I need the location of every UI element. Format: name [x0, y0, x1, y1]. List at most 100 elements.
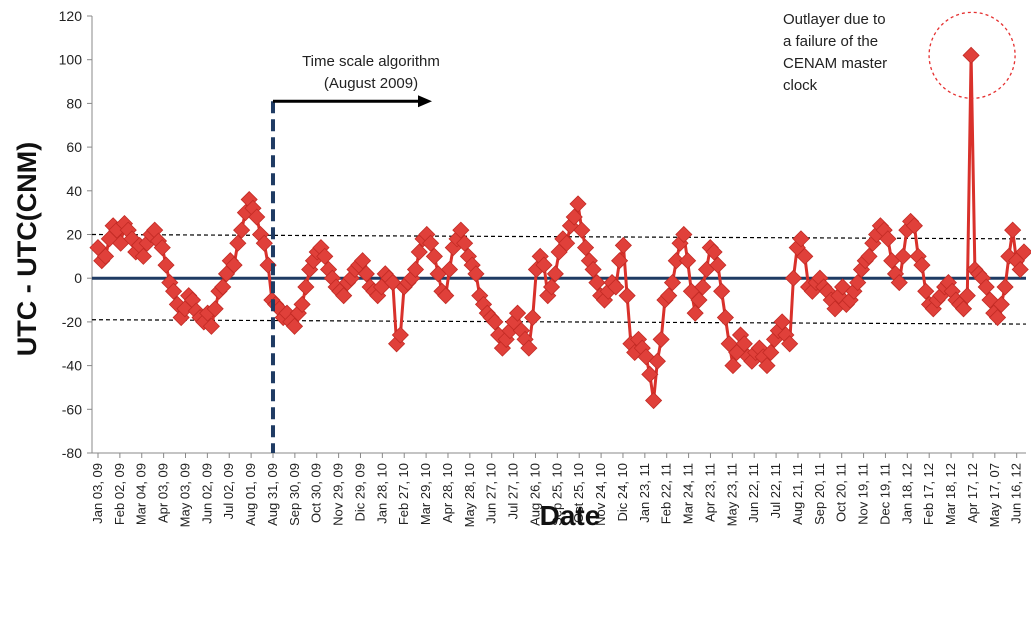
data-point	[724, 357, 742, 375]
outlier-label-line: clock	[783, 77, 818, 94]
data-point	[202, 317, 220, 335]
data-point	[157, 256, 175, 274]
data-point	[996, 278, 1014, 296]
data-point	[879, 230, 897, 248]
data-point	[297, 278, 315, 296]
outlier-label-line: CENAM master	[783, 55, 887, 72]
data-point	[618, 287, 636, 305]
data-point	[486, 313, 504, 331]
data-point	[690, 291, 708, 309]
x-tick-label: Oct 30, 09	[309, 463, 324, 523]
y-tick-label: 0	[74, 270, 82, 286]
data-point	[663, 274, 682, 292]
data-point	[792, 230, 810, 248]
x-tick-label: Apr 23, 11	[702, 463, 717, 522]
data-point	[584, 260, 602, 279]
data-point	[913, 256, 931, 274]
data-point	[437, 287, 455, 305]
x-tick-label: May 28, 10	[462, 463, 477, 527]
data-point	[354, 252, 372, 270]
x-tick-label: May 17, 07	[987, 463, 1002, 527]
x-tick-label: Feb 27, 10	[396, 463, 411, 525]
data-point	[614, 236, 632, 254]
x-tick-label: Aug 31, 09	[265, 463, 280, 526]
lower-band-line	[91, 319, 1027, 325]
data-point	[648, 352, 666, 370]
x-tick-label: Jul 02, 09	[221, 463, 236, 519]
x-tick-label: Nov 29, 09	[331, 463, 346, 526]
data-point	[784, 269, 803, 287]
data-point	[890, 274, 908, 292]
x-tick-label: Jan 03, 09	[90, 463, 105, 524]
x-tick-label: Dec 19, 11	[877, 463, 892, 525]
x-tick-label: Jan 18, 12	[899, 463, 914, 524]
data-point	[233, 221, 251, 239]
x-tick-label: Feb 22, 11	[659, 463, 674, 524]
data-point	[796, 247, 814, 265]
data-points	[89, 46, 1031, 410]
data-point	[645, 391, 663, 410]
x-tick-label: Sep 30, 09	[287, 463, 302, 526]
data-point	[679, 252, 697, 270]
data-point	[962, 46, 980, 64]
x-tick-label: Nov 19, 11	[856, 463, 871, 525]
data-point	[225, 256, 243, 274]
y-axis: -80 -60 -40 -20 0 20 40 60 80 100 120	[59, 8, 93, 461]
data-point	[849, 274, 867, 292]
data-point	[716, 308, 734, 327]
x-tick-label: Jun 02, 09	[199, 463, 214, 524]
data-point	[285, 317, 304, 335]
data-point	[573, 221, 591, 239]
x-tick-label: Aug 01, 09	[243, 463, 258, 526]
data-point	[96, 247, 115, 265]
x-tick-label: Dic 24, 10	[615, 463, 630, 522]
data-point	[456, 234, 474, 252]
data-point	[781, 335, 799, 353]
x-tick-label: Aug 26, 10	[527, 463, 542, 526]
x-tick-label: Mar 18, 12	[943, 463, 958, 525]
data-point	[1011, 260, 1029, 279]
data-point	[206, 300, 224, 318]
outlier-label-line: Outlayer due to	[783, 11, 886, 28]
data-point	[713, 282, 731, 300]
data-point	[905, 217, 923, 235]
data-point	[440, 260, 459, 279]
data-point	[611, 252, 629, 270]
data-point	[214, 278, 232, 296]
data-point	[293, 295, 311, 313]
y-tick-label: 20	[66, 227, 82, 243]
x-tick-label: Oct 20, 11	[834, 463, 849, 522]
x-tick-label: May 23, 11	[724, 463, 739, 526]
x-tick-label: Apr 17, 12	[965, 463, 980, 523]
data-point	[229, 234, 247, 252]
data-point	[958, 287, 976, 305]
x-tick-label: Jun 16, 12	[1009, 463, 1024, 524]
x-tick-label: Jan 28, 10	[374, 463, 389, 524]
data-point	[709, 256, 727, 274]
data-point	[569, 195, 587, 213]
x-tick-label: Mar 24, 11	[681, 463, 696, 524]
x-tick-label: Jul 27, 10	[506, 463, 521, 519]
y-tick-label: 80	[66, 95, 82, 111]
data-point	[917, 282, 935, 300]
x-tick-label: Jun 22, 11	[746, 463, 761, 523]
x-axis-label: Date	[540, 500, 601, 531]
y-tick-label: 100	[59, 52, 83, 68]
x-tick-label: Feb 17, 12	[921, 463, 936, 525]
x-tick-label: Sep 20, 11	[812, 463, 827, 525]
x-tick-label: Apr 28, 10	[440, 463, 455, 523]
data-point	[660, 287, 678, 305]
x-tick-label: Mar 29, 10	[418, 463, 433, 525]
data-point	[391, 326, 409, 344]
x-tick-label: Sep 25, 10	[549, 463, 564, 526]
data-point	[134, 247, 152, 265]
data-point	[452, 221, 470, 239]
data-point	[652, 330, 670, 348]
data-point	[520, 339, 538, 357]
data-point	[705, 243, 723, 261]
x-tick-label: Apr 03, 09	[156, 463, 171, 523]
data-point	[542, 278, 561, 296]
data-point	[977, 278, 995, 296]
data-point	[410, 243, 428, 261]
x-tick-label: Feb 02, 09	[112, 463, 127, 525]
